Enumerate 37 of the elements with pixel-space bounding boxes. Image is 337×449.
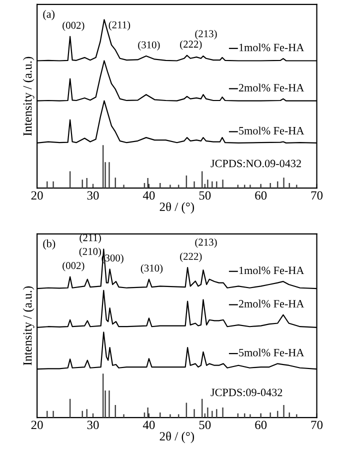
annotation: (213) [195,238,217,248]
legend-label: 1mol% Fe-HA [239,266,304,274]
x-tick-label: 60 [255,191,267,200]
x-tick-label: 20 [31,420,43,430]
x-tick-label: 40 [142,420,155,430]
legend-label: 2mol% Fe-HA [238,300,304,308]
x-tick-label: 50 [199,191,211,200]
x-axis-title: 2θ / (°) [160,432,194,444]
x-tick-label: 20 [31,191,43,200]
annotation: (211) [108,21,130,30]
y-axis-title: Intensity / (a.u.) [22,286,34,366]
annotation: (222) [180,252,202,262]
y-axis-title: Intensity / (a.u.) [22,56,34,136]
annotation: (210) [79,248,102,258]
annotation: (002) [62,21,84,31]
series-label: JCPDS:NO.09-0432 [210,160,301,168]
legend-label: 5mol% Fe-HA [239,126,304,134]
x-tick-label: 30 [87,191,99,200]
series-label: JCPDS:09-0432 [210,388,282,396]
annotation: (a) [43,10,55,20]
x-tick-label: 40 [142,191,155,200]
x-axis-title: 2θ / (°) [160,202,194,214]
annotation: (b) [43,239,56,250]
annotation: (222) [180,40,202,50]
annotation: (213) [195,30,217,40]
x-tick-label: 30 [87,420,99,430]
x-tick-label: 50 [199,420,211,430]
legend-label: 1mol% Fe-HA [239,43,304,52]
annotation: (211) [80,234,101,244]
x-tick-label: 70 [311,191,323,200]
annotation: (310) [138,41,160,50]
legend-label: 2mol% Fe-HA [238,84,304,92]
annotation: (310) [140,264,163,274]
annotation: (002) [62,262,84,272]
x-tick-label: 70 [311,420,323,430]
legend-label: 5mol% Fe-HA [239,348,304,356]
x-tick-label: 60 [255,420,267,430]
